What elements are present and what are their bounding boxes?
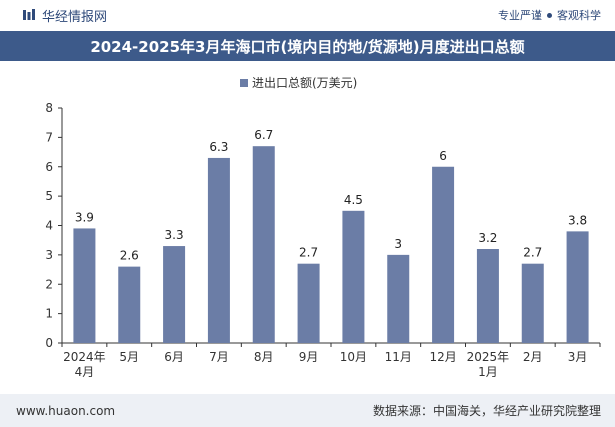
- bar-value-label: 4.5: [344, 193, 363, 207]
- y-tick-label: 2: [45, 277, 53, 291]
- y-tick-label: 5: [45, 189, 53, 203]
- x-tick-label: 2025年 1月: [467, 350, 510, 379]
- logo-icon: [23, 9, 35, 20]
- y-tick-label: 0: [45, 336, 53, 350]
- x-tick-label: 8月: [254, 350, 274, 364]
- legend-swatch: [240, 79, 248, 87]
- bar: [73, 228, 96, 343]
- bar-value-label: 3: [394, 237, 402, 251]
- bar-value-label: 2.6: [120, 249, 139, 263]
- bar: [118, 266, 141, 343]
- bar: [252, 146, 275, 343]
- x-tick-label: 6月: [164, 350, 184, 364]
- y-axis: 0 1 2 3 4 5 6 7 8: [45, 101, 63, 350]
- x-tick-label: 10月: [340, 350, 367, 364]
- bar-value-label: 6.3: [209, 140, 228, 154]
- chart-title-bar: 2024-2025年3月年海口市(境内目的地/货源地)月度进出口总额: [0, 31, 615, 61]
- y-tick-label: 7: [45, 130, 53, 144]
- x-tick-label: 11月: [385, 350, 412, 364]
- bar: [566, 231, 589, 343]
- tagline-left: 专业严谨: [498, 9, 542, 22]
- bar: [387, 254, 410, 343]
- legend-label: 进出口总额(万美元): [252, 76, 357, 90]
- x-tick-label: 12月: [429, 350, 456, 364]
- bar: [476, 249, 499, 343]
- top-bar: 华经情报网 专业严谨 客观科学: [0, 0, 615, 30]
- dot-icon: [547, 13, 552, 18]
- bar-value-label: 3.8: [568, 213, 587, 227]
- bar-value-label: 3.3: [165, 228, 184, 242]
- data-source: 数据来源：中国海关，华经产业研究院整理: [372, 404, 601, 418]
- y-tick-label: 6: [45, 160, 53, 174]
- x-axis: 2024年 4月 5月 6月 7月 8月 9月 10月 11月 12月 2025年 1月 2月 3月: [61, 342, 601, 379]
- brand[interactable]: 华经情报网: [22, 6, 107, 25]
- bar: [521, 263, 544, 343]
- legend: 进出口总额(万美元): [240, 76, 357, 90]
- bar: [163, 246, 186, 343]
- bar-value-label: 3.9: [75, 210, 94, 224]
- x-tick-label: 5月: [119, 350, 139, 364]
- tagline: 专业严谨 客观科学: [498, 7, 601, 23]
- brand-name: 华经情报网: [42, 9, 108, 25]
- bar: [432, 166, 455, 343]
- x-tick-label: 2024年 4月: [63, 350, 106, 379]
- tagline-right: 客观科学: [557, 9, 601, 22]
- bar: [342, 210, 365, 343]
- bar-value-label: 3.2: [478, 231, 497, 245]
- y-tick-label: 3: [45, 248, 53, 262]
- x-tick-label: 7月: [209, 350, 229, 364]
- bar: [207, 157, 230, 343]
- bar-value-label: 6: [439, 149, 447, 163]
- x-tick-label: 2月: [523, 350, 543, 364]
- bar-chart: 进出口总额(万美元) 0 1 2 3 4 5 6 7 8 2024年 4月 5月 6月 7月 8月 9月 10…: [45, 76, 601, 379]
- bar-value-label: 2.7: [299, 246, 318, 260]
- x-tick-label: 3月: [568, 350, 588, 364]
- website-link[interactable]: www.huaon.com: [16, 403, 116, 418]
- y-tick-label: 1: [45, 307, 53, 321]
- y-tick-label: 8: [45, 101, 53, 115]
- chart-title: 2024-2025年3月年海口市(境内目的地/货源地)月度进出口总额: [90, 37, 525, 56]
- bar-value-label: 6.7: [254, 128, 273, 142]
- x-tick-label: 9月: [299, 350, 319, 364]
- bar: [297, 263, 320, 343]
- y-tick-label: 4: [45, 219, 53, 233]
- bars: 3.9 2.6 3.3 6.3 6.7 2.7 4.5 3 6 3.2 2.7 3.8: [73, 128, 589, 343]
- footer: www.huaon.com 数据来源：中国海关，华经产业研究院整理: [0, 394, 615, 427]
- bar-value-label: 2.7: [523, 246, 542, 260]
